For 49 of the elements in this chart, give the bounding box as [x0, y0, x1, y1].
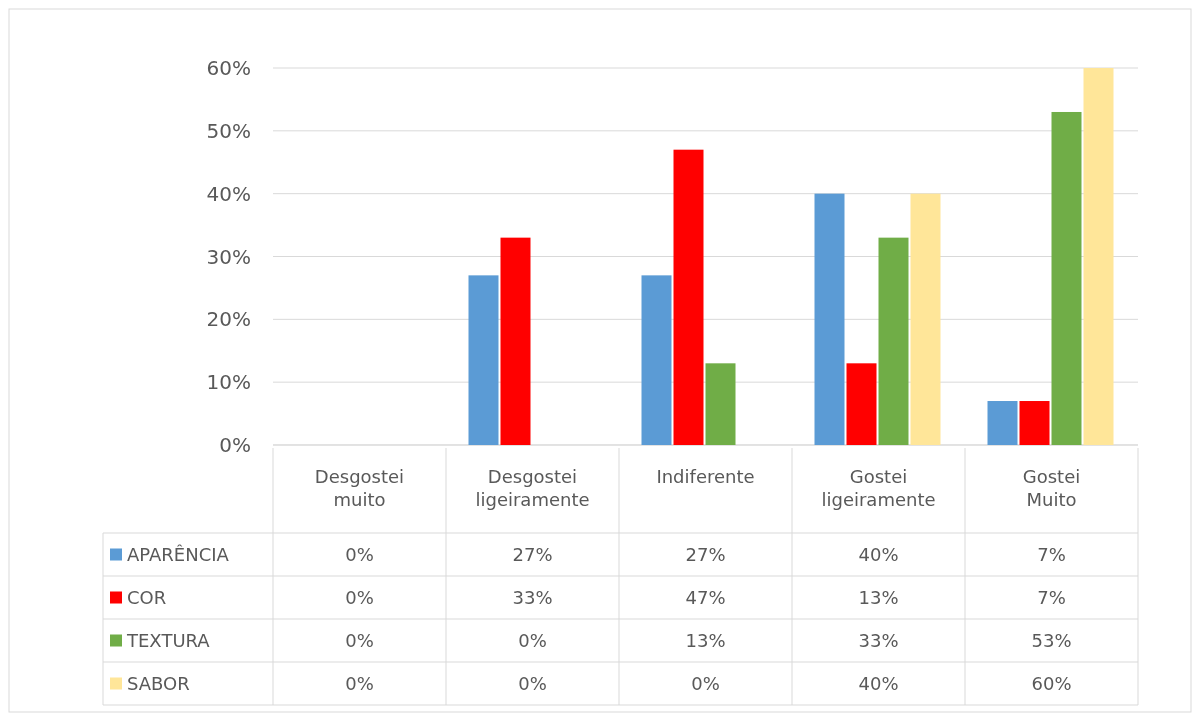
bar	[1019, 401, 1050, 445]
y-tick-label: 20%	[206, 307, 251, 332]
y-tick-label: 50%	[206, 118, 251, 143]
y-tick-label: 40%	[206, 181, 251, 206]
bar	[500, 237, 531, 445]
bar	[468, 275, 499, 445]
bar	[1083, 68, 1114, 445]
data-label: 0%	[345, 629, 374, 651]
data-label: 7%	[1037, 586, 1066, 608]
data-label: 47%	[685, 586, 726, 608]
bar	[673, 149, 704, 445]
data-label: 13%	[685, 629, 726, 651]
y-tick-label: 60%	[206, 56, 251, 80]
data-label: 33%	[858, 629, 899, 651]
bar	[641, 275, 672, 445]
data-label: 27%	[685, 543, 726, 565]
y-tick-label: 30%	[206, 244, 251, 269]
bar	[910, 193, 941, 445]
legend-label: APARÊNCIA	[127, 543, 230, 565]
data-label: 0%	[518, 629, 547, 651]
y-tick-label: 10%	[206, 370, 251, 395]
bar	[987, 401, 1018, 445]
bar	[1051, 111, 1082, 445]
data-label: 0%	[345, 543, 374, 565]
bar	[705, 363, 736, 445]
data-label: 0%	[345, 672, 374, 694]
data-label: 33%	[512, 586, 553, 608]
x-tick-label: Indiferente	[656, 465, 755, 487]
legend-label: TEXTURA	[126, 629, 211, 651]
data-label: 40%	[858, 543, 899, 565]
bar	[814, 193, 845, 445]
y-tick-label: 0%	[219, 433, 251, 457]
data-label: 7%	[1037, 543, 1066, 565]
data-label: 53%	[1031, 629, 1072, 651]
legend-label: COR	[127, 586, 167, 608]
data-label: 60%	[1031, 672, 1072, 694]
bar	[846, 363, 877, 445]
data-label: 0%	[691, 672, 720, 694]
legend-label: SABOR	[127, 672, 190, 694]
data-label: 27%	[512, 543, 553, 565]
data-label: 0%	[518, 672, 547, 694]
data-label: 13%	[858, 586, 899, 608]
x-tick-label: Gostei Muito	[1022, 465, 1081, 510]
bar	[878, 237, 909, 445]
x-tick-label: Desgostei muito	[314, 465, 405, 510]
data-label: 0%	[345, 586, 374, 608]
data-label: 40%	[858, 672, 899, 694]
x-tick-label: Gostei ligeiramente	[821, 465, 936, 510]
x-tick-label: Desgostei ligeiramente	[475, 465, 590, 510]
